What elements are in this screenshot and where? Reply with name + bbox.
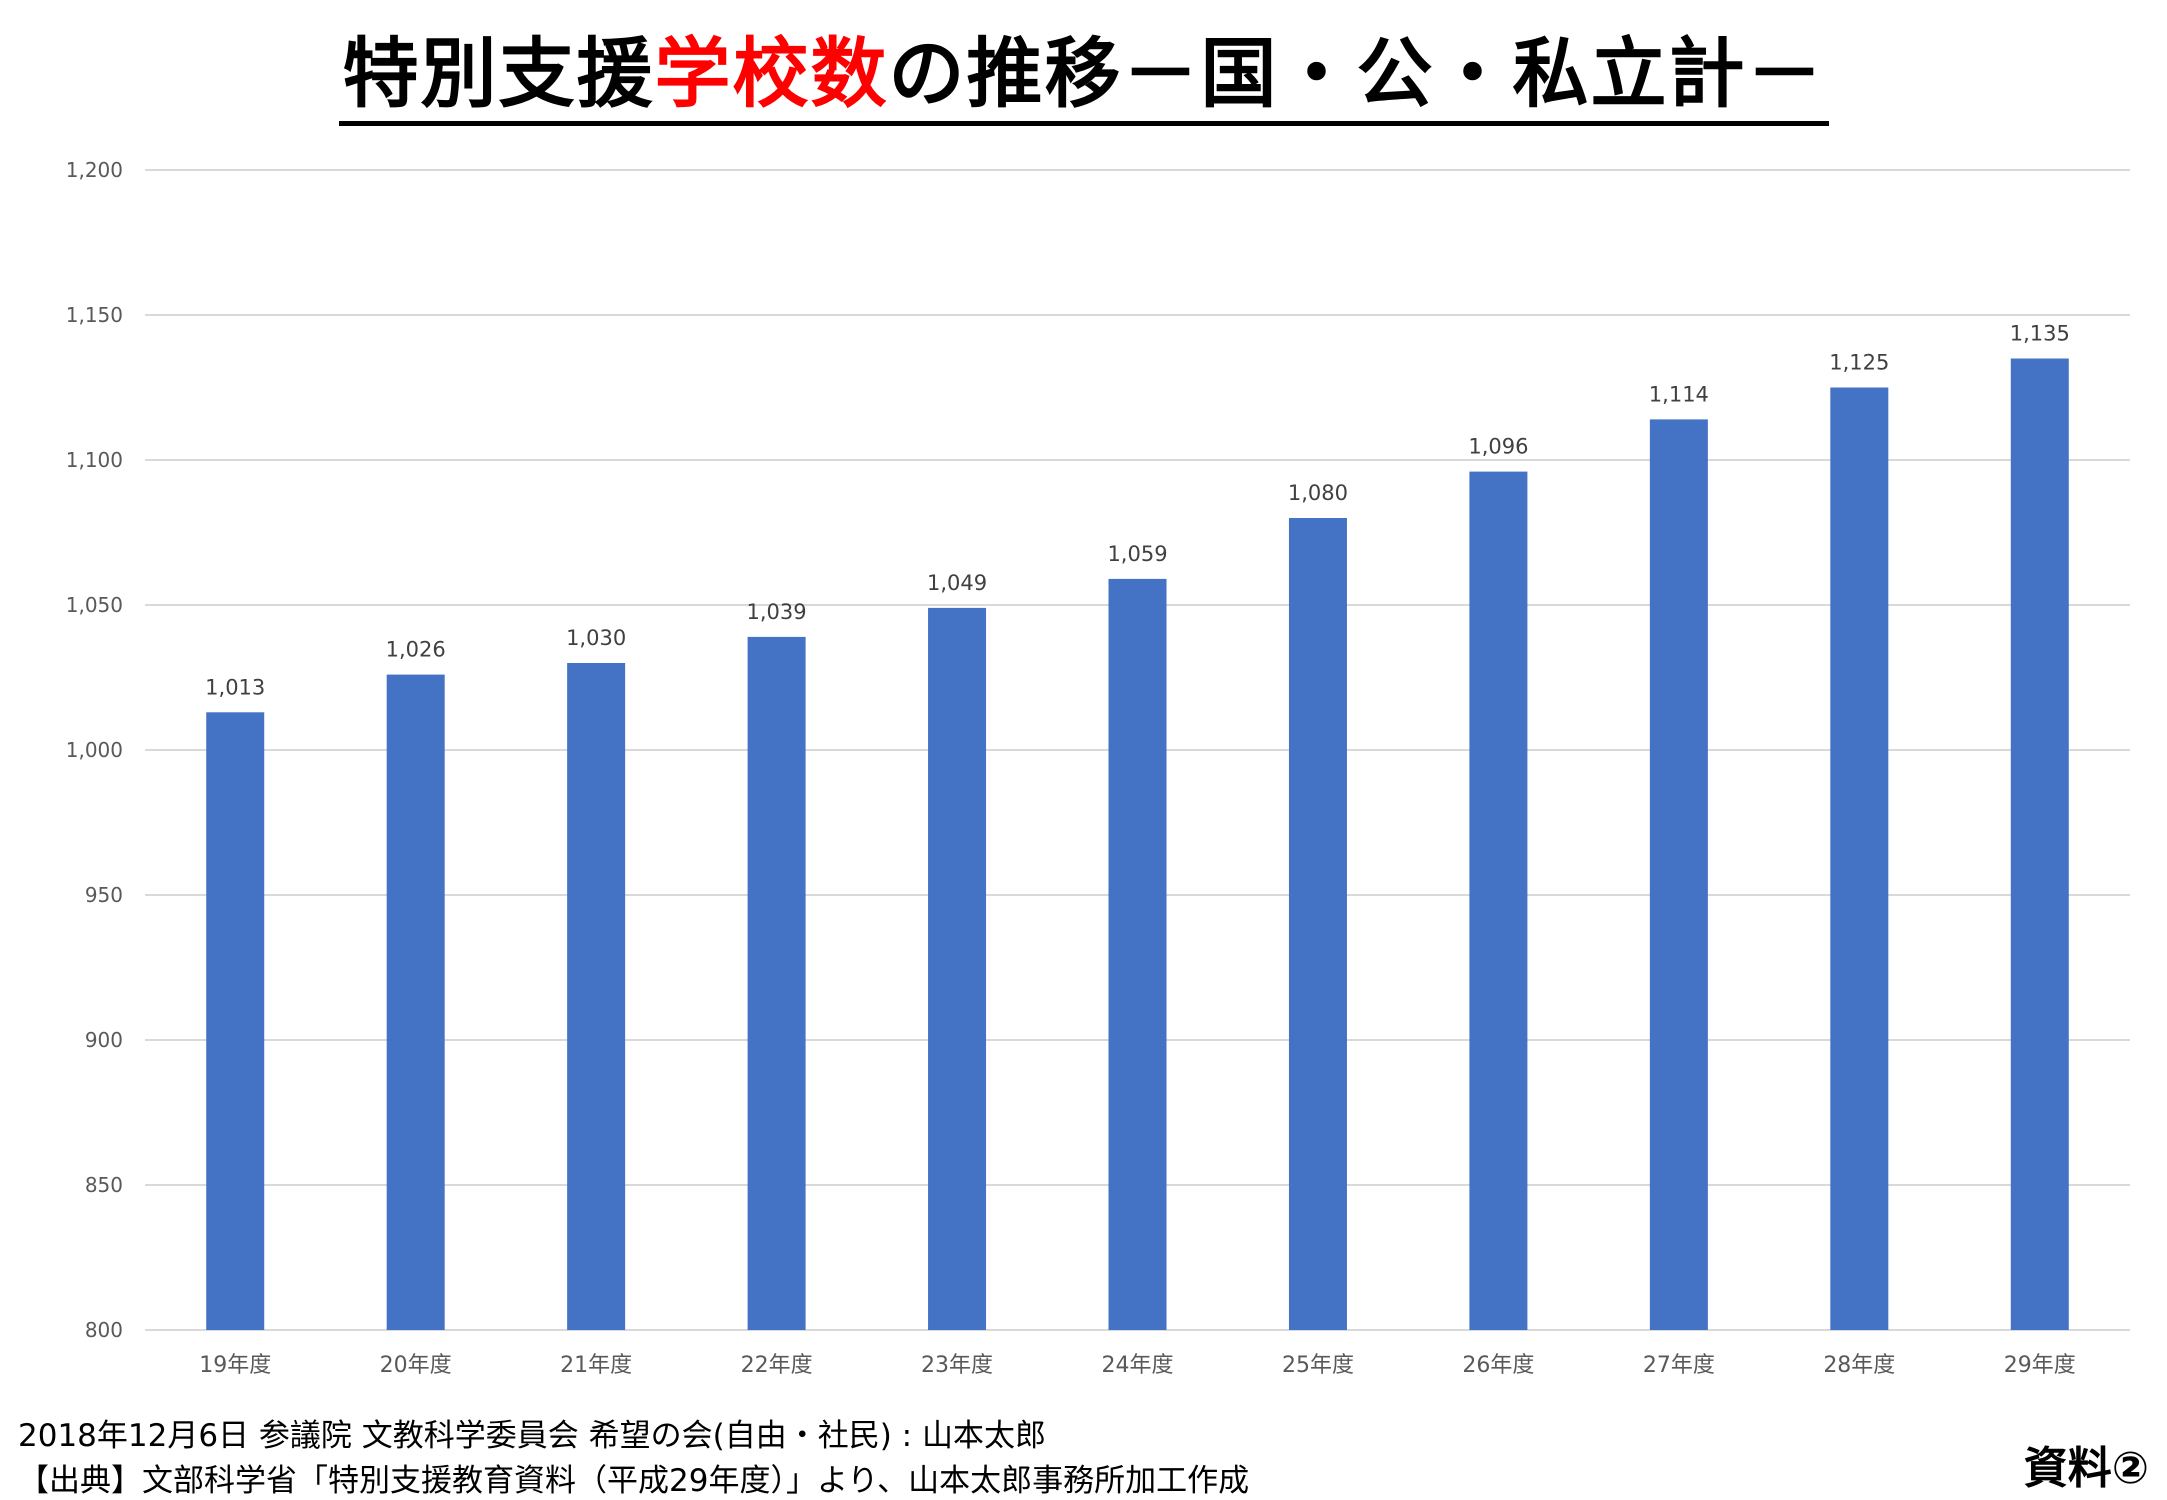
footer-source: 【出典】文部科学省「特別支援教育資料（平成29年度）」より、山本太郎事務所加工作… xyxy=(18,1463,1250,1499)
title-part-3: の推移－国・公・私立計－ xyxy=(888,29,1825,118)
y-tick-label: 800 xyxy=(85,1318,123,1342)
bar xyxy=(747,636,806,1330)
bar xyxy=(928,607,987,1330)
y-axis-ticks: 800 850 900 950 1,000 1,050 1,100 1,150 1,200 xyxy=(66,158,123,1342)
bar-chart: 800 850 900 950 1,000 1,050 1,100 1,150 1,200 1,… xyxy=(66,158,2130,1378)
bar xyxy=(1469,471,1528,1331)
document-badge: 資料② xyxy=(2023,1443,2149,1494)
bar xyxy=(206,712,265,1330)
x-tick-label: 29年度 xyxy=(2004,1353,2076,1378)
data-label: 1,059 xyxy=(1107,542,1167,566)
chart-title: 特別支援学校数の推移－国・公・私立計－ xyxy=(0,29,2167,127)
data-label: 1,049 xyxy=(927,571,987,595)
title-part-1: 特別支援 xyxy=(342,29,655,118)
y-tick-label: 850 xyxy=(85,1173,123,1197)
data-label: 1,039 xyxy=(747,600,807,624)
bar xyxy=(1288,518,1347,1330)
x-axis-ticks: 19年度 20年度 21年度 22年度 23年度 24年度 25年度 26年度 27年度 28年度… xyxy=(199,1353,2076,1378)
title-highlight: 学校数 xyxy=(654,29,889,118)
bar xyxy=(386,674,445,1330)
data-label: 1,125 xyxy=(1829,351,1889,375)
y-tick-label: 1,050 xyxy=(66,593,123,617)
x-tick-label: 20年度 xyxy=(380,1353,452,1378)
y-tick-label: 950 xyxy=(85,883,123,907)
data-labels: 1,013 1,026 1,030 1,039 1,049 1,059 1,080 1,096… xyxy=(205,322,2070,700)
bars xyxy=(206,358,2069,1331)
x-tick-label: 19年度 xyxy=(199,1353,271,1378)
x-tick-label: 26年度 xyxy=(1462,1353,1534,1378)
data-label: 1,114 xyxy=(1649,382,1709,406)
y-tick-label: 1,150 xyxy=(66,303,123,327)
x-tick-label: 24年度 xyxy=(1102,1353,1174,1378)
y-tick-label: 1,100 xyxy=(66,448,123,472)
bar xyxy=(567,663,626,1330)
x-tick-label: 27年度 xyxy=(1643,1353,1715,1378)
y-tick-label: 900 xyxy=(85,1028,123,1052)
bar xyxy=(1649,419,1708,1330)
title-text: 特別支援学校数の推移－国・公・私立計－ xyxy=(338,29,1829,127)
y-tick-label: 1,000 xyxy=(66,738,123,762)
x-tick-label: 22年度 xyxy=(741,1353,813,1378)
data-label: 1,013 xyxy=(205,675,265,699)
data-label: 1,080 xyxy=(1288,481,1348,505)
x-tick-label: 23年度 xyxy=(921,1353,993,1378)
bar xyxy=(2010,358,2069,1330)
x-tick-label: 28年度 xyxy=(1823,1353,1895,1378)
footer-citation: 2018年12月6日 参議院 文教科学委員会 希望の会(自由・社民) : 山本太… xyxy=(18,1418,1046,1454)
bar xyxy=(1830,387,1889,1330)
y-tick-label: 1,200 xyxy=(66,158,123,182)
bar xyxy=(1108,578,1167,1330)
data-label: 1,135 xyxy=(2010,322,2070,346)
data-label: 1,096 xyxy=(1468,435,1528,459)
data-label: 1,026 xyxy=(386,638,446,662)
x-tick-label: 21年度 xyxy=(560,1353,632,1378)
x-tick-label: 25年度 xyxy=(1282,1353,1354,1378)
data-label: 1,030 xyxy=(566,626,626,650)
